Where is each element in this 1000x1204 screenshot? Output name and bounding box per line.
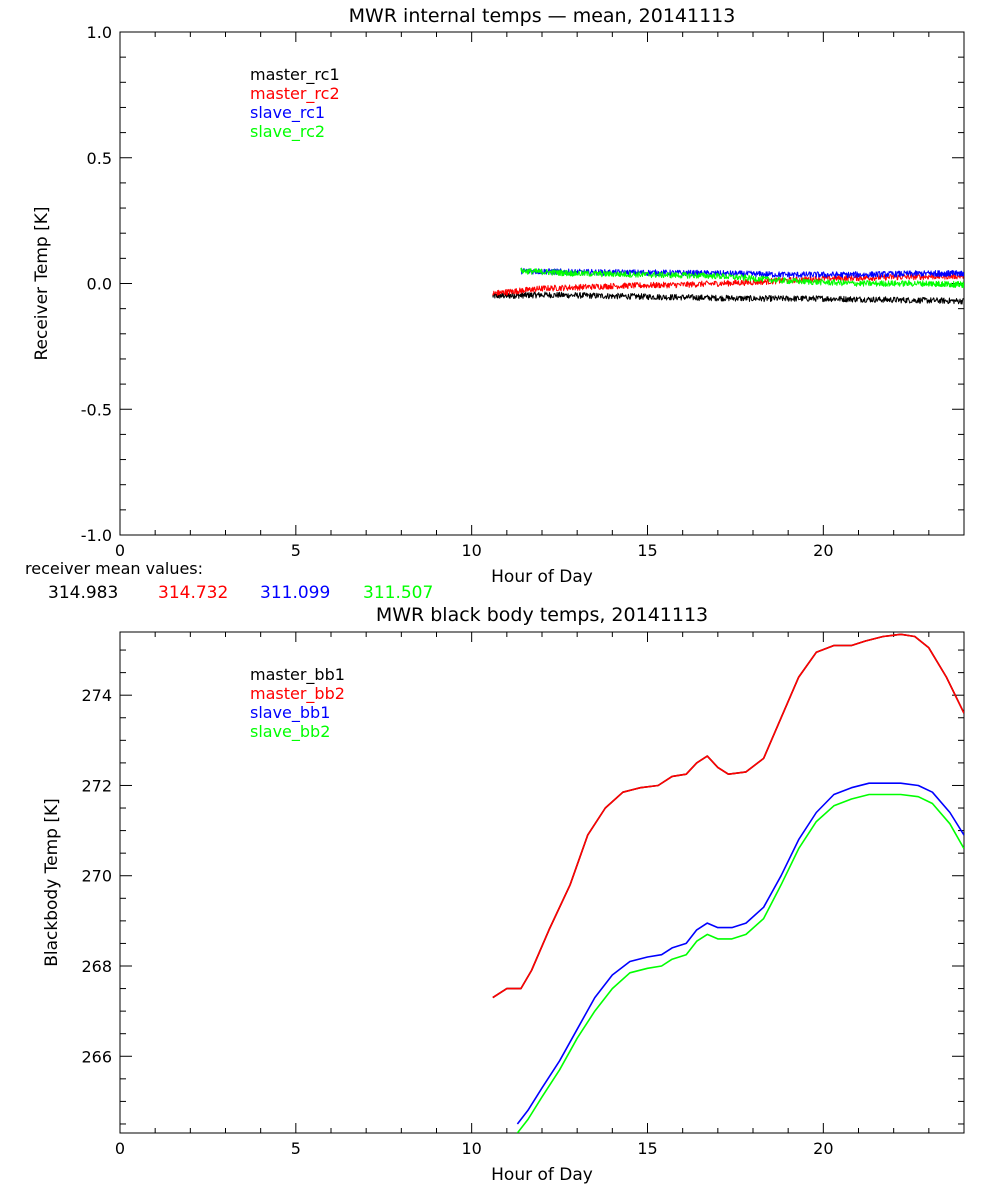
- legend-entry: slave_bb2: [250, 722, 330, 742]
- legend-entry: master_bb2: [250, 684, 345, 704]
- series-line-slave_bb1: [516, 782, 964, 1125]
- legend-entry: master_rc1: [250, 65, 340, 85]
- y-tick-label: 272: [81, 776, 112, 795]
- series-line-master_bb2: [492, 633, 964, 999]
- legend-entry: slave_bb1: [250, 703, 330, 723]
- x-axis-label: Hour of Day: [491, 567, 593, 587]
- mean-value: 314.983: [48, 583, 118, 603]
- mean-value: 311.099: [260, 583, 330, 603]
- legend-entry: master_bb1: [250, 665, 345, 685]
- series-line-master_bb1: [492, 633, 964, 999]
- y-tick-label: -1.0: [81, 526, 112, 545]
- x-tick-label: 10: [461, 1139, 481, 1158]
- x-tick-label: 15: [637, 541, 657, 560]
- x-tick-label: 20: [813, 541, 833, 560]
- legend-entry: slave_rc2: [250, 122, 325, 142]
- y-tick-label: 270: [81, 867, 112, 886]
- y-tick-label: 0.5: [87, 149, 112, 168]
- series-line-slave_rc2: [520, 267, 964, 288]
- y-axis-label: Blackbody Temp [K]: [42, 798, 62, 967]
- y-tick-label: 268: [81, 957, 112, 976]
- x-tick-label: 15: [637, 1139, 657, 1158]
- plot-frame: [119, 631, 965, 1134]
- x-axis-label: Hour of Day: [491, 1165, 593, 1185]
- x-tick-label: 20: [813, 1139, 833, 1158]
- chart-panel-1: MWR internal temps — mean, 20141113 0 5 10 1…: [32, 5, 965, 587]
- mean-value: 314.732: [158, 583, 228, 603]
- series-line-slave_bb2: [516, 793, 964, 1133]
- y-tick-label: -0.5: [81, 400, 112, 419]
- x-tick-label: 5: [291, 1139, 301, 1158]
- y-tick-label: 0.0: [87, 275, 112, 294]
- y-axis-label: Receiver Temp [K]: [32, 206, 52, 360]
- series-line-master_rc1: [492, 291, 964, 305]
- legend-entry: slave_rc1: [250, 103, 325, 123]
- x-tick-label: 5: [291, 541, 301, 560]
- chart-title: MWR black body temps, 20141113: [376, 604, 708, 626]
- mean-value: 311.507: [363, 583, 433, 603]
- chart-title: MWR internal temps — mean, 20141113: [349, 5, 736, 27]
- series-line-master_rc2: [492, 272, 964, 297]
- chart-panel-2: MWR black body temps, 20141113 0 5 10 15 20 26…: [42, 604, 965, 1185]
- x-tick-label: 10: [461, 541, 481, 560]
- x-tick-label: 0: [115, 541, 125, 560]
- y-tick-label: 266: [81, 1047, 112, 1066]
- x-tick-label: 0: [115, 1139, 125, 1158]
- legend-entry: master_rc2: [250, 84, 340, 104]
- y-tick-label: 274: [81, 686, 112, 705]
- series-line-slave_rc1: [520, 267, 964, 279]
- y-tick-label: 1.0: [87, 23, 112, 42]
- mean-values-label: receiver mean values:: [25, 559, 203, 578]
